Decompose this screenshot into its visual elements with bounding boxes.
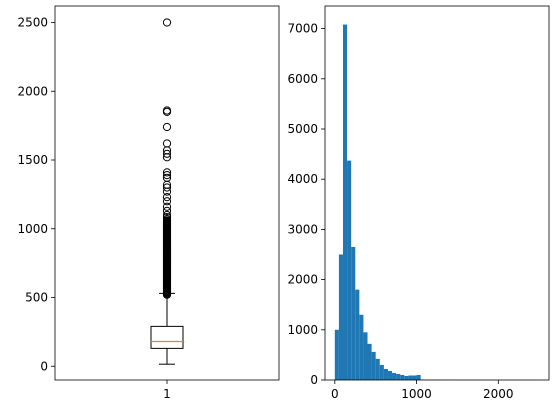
histogram-bar: [347, 160, 352, 380]
y-tick-label: 3000: [287, 222, 318, 236]
histogram-bar: [367, 343, 372, 380]
histogram-bar: [396, 373, 401, 380]
histogram-bar: [416, 374, 421, 380]
outlier-point: [162, 206, 172, 215]
y-tick-label: 2000: [17, 84, 48, 98]
outlier-point: [162, 212, 172, 222]
histogram-bar: [338, 254, 343, 380]
outlier-point: [162, 18, 172, 27]
x-tick-label: 1: [163, 387, 171, 401]
histogram-panel: 0 1000 2000 3000 4000 5000 6000 7000 0 1000 2000: [287, 5, 550, 401]
box-plot-panel: 0 500 1000 1500 2000 2500 1: [17, 5, 280, 401]
outlier-point: [162, 106, 172, 115]
y-tick-label: 2500: [17, 16, 48, 30]
y-tick-label: 1000: [287, 323, 318, 337]
y-tick-label: 4000: [287, 172, 318, 186]
outlier-point: [162, 149, 172, 158]
outlier-point: [162, 122, 172, 132]
y-tick-label: 6000: [287, 72, 318, 86]
y-tick-label: 500: [25, 291, 48, 305]
histogram-bar: [342, 24, 348, 381]
histogram-bar: [379, 364, 384, 380]
outlier-point: [162, 168, 172, 177]
y-tick-label: 7000: [287, 22, 318, 36]
histogram-bar: [359, 314, 364, 380]
histogram-bar: [392, 372, 397, 380]
outlier-point: [162, 183, 172, 192]
y-tick-label: 0: [310, 373, 318, 387]
y-tick-label: 1500: [17, 153, 48, 167]
y-tick-label: 5000: [287, 122, 318, 136]
outlier-point: [162, 193, 172, 202]
x-tick-label: 2000: [483, 387, 514, 401]
histogram-bar: [375, 358, 380, 380]
x-tick-label: 0: [331, 387, 339, 401]
histogram-bar: [404, 375, 409, 380]
outlier-point: [162, 173, 172, 182]
outlier-point: [162, 197, 172, 206]
histogram-bar: [363, 332, 368, 380]
outlier-point: [162, 139, 172, 148]
iqr-box: [150, 325, 184, 349]
histogram-bar: [383, 368, 388, 380]
axes-frame: [324, 5, 550, 381]
outlier-point: [162, 210, 172, 220]
axes-frame: [54, 5, 280, 381]
histogram-bar: [334, 329, 339, 380]
outlier-point: [162, 215, 172, 224]
histogram-bar: [351, 246, 356, 380]
histogram-bar: [400, 374, 405, 380]
y-tick-label: 1000: [17, 222, 48, 236]
y-tick-label: 2000: [287, 273, 318, 287]
histogram-bar: [387, 370, 393, 380]
x-tick-label: 1000: [401, 387, 432, 401]
histogram-bar: [412, 375, 417, 380]
histogram-bar: [355, 289, 360, 380]
outlier-point: [162, 171, 172, 180]
histogram-bar: [408, 375, 413, 380]
outlier-point: [162, 202, 172, 211]
histogram-bar: [371, 351, 376, 380]
y-tick-label: 0: [40, 359, 48, 373]
